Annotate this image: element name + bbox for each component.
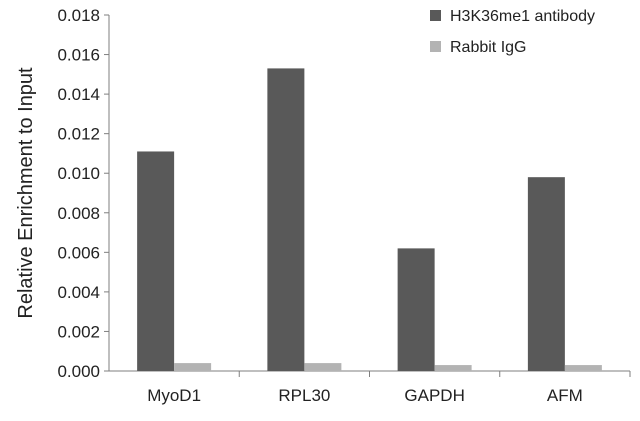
x-tick-label: MyoD1 (147, 386, 201, 405)
y-tick-label: 0.008 (57, 204, 100, 223)
bar-igg-rpl30 (304, 363, 342, 371)
y-tick-label: 0.002 (57, 322, 100, 341)
bar-igg-myod1 (174, 363, 212, 371)
y-tick-label: 0.006 (57, 243, 100, 262)
bar-antibody-gapdh (397, 248, 435, 371)
legend-swatch-igg (430, 41, 441, 52)
x-tick-label: RPL30 (278, 386, 330, 405)
bar-antibody-myod1 (137, 151, 175, 371)
legend-swatch-antibody (430, 10, 441, 21)
y-tick-label: 0.000 (57, 362, 100, 381)
y-tick-label: 0.016 (57, 46, 100, 65)
bar-igg-afm (564, 365, 602, 371)
y-tick-label: 0.012 (57, 125, 100, 144)
bar-antibody-afm (527, 177, 565, 371)
y-tick-label: 0.018 (57, 6, 100, 25)
bar-igg-gapdh (434, 365, 472, 371)
y-tick-label: 0.004 (57, 283, 100, 302)
y-tick-label: 0.010 (57, 164, 100, 183)
bar-antibody-rpl30 (267, 68, 305, 372)
legend-label-igg: Rabbit IgG (450, 39, 526, 56)
x-tick-label: AFM (547, 386, 583, 405)
x-tick-label: GAPDH (404, 386, 464, 405)
y-tick-label: 0.014 (57, 85, 100, 104)
legend-label-antibody: H3K36me1 antibody (450, 8, 595, 25)
y-axis-title: Relative Enrichment to Input (15, 67, 37, 319)
